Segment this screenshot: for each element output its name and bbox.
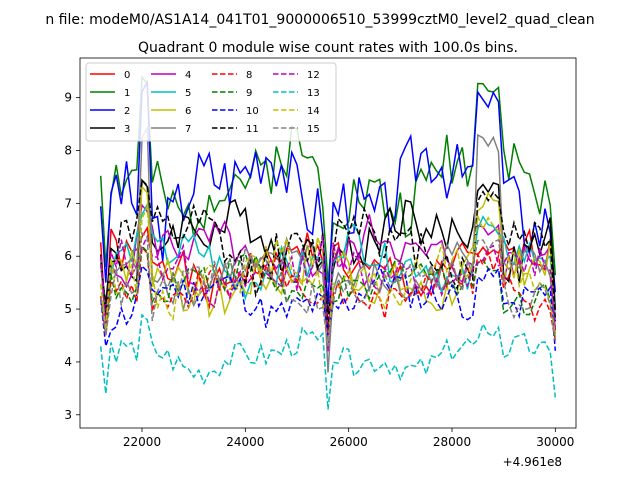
legend-label-7: 7 (185, 124, 191, 135)
legend-label-12: 12 (307, 70, 320, 81)
y-tick-label: 7 (64, 196, 72, 210)
x-tick-label: 26000 (330, 435, 368, 449)
y-axis: 3 4 5 6 7 8 9 (64, 91, 80, 422)
legend-label-13: 13 (307, 88, 320, 99)
legend-label-3: 3 (124, 124, 130, 135)
legend-label-2: 2 (124, 106, 130, 117)
series-line-12 (99, 234, 557, 352)
series-line-3 (99, 178, 557, 315)
suptitle: n file: modeM0/AS1A14_041T01_9000006510_… (45, 12, 594, 28)
x-axis: 22000 24000 26000 28000 30000 (123, 428, 574, 449)
y-tick-label: 9 (64, 91, 72, 105)
x-tick-label: 24000 (226, 435, 264, 449)
legend-label-10: 10 (246, 106, 259, 117)
legend-label-14: 14 (307, 106, 320, 117)
series-line-2 (99, 79, 557, 304)
series-line-1 (99, 74, 557, 283)
series-line-15 (99, 231, 557, 347)
series-line-11 (99, 178, 557, 331)
legend-label-4: 4 (185, 70, 191, 81)
legend-label-1: 1 (124, 88, 130, 99)
legend-label-5: 5 (185, 88, 191, 99)
legend-label-0: 0 (124, 70, 130, 81)
series-line-13 (99, 313, 557, 410)
y-tick-label: 5 (64, 302, 72, 316)
x-tick-label: 30000 (536, 435, 574, 449)
legend-label-9: 9 (246, 88, 252, 99)
y-tick-label: 3 (64, 408, 72, 422)
legend-label-11: 11 (246, 124, 259, 135)
x-offset-label: +4.961e8 (503, 455, 562, 469)
x-tick-label: 28000 (433, 435, 471, 449)
y-tick-label: 8 (64, 144, 72, 158)
chart-title: Quadrant 0 module wise count rates with … (138, 40, 518, 56)
series-line-9 (99, 244, 557, 336)
legend-label-8: 8 (246, 70, 252, 81)
x-tick-label: 22000 (123, 435, 161, 449)
y-tick-label: 4 (64, 355, 72, 369)
legend-label-6: 6 (185, 106, 191, 117)
axes-frame (79, 57, 577, 429)
y-tick-label: 6 (64, 249, 72, 263)
legend-box (85, 62, 337, 142)
series-layer (99, 74, 557, 410)
legend-label-15: 15 (307, 124, 320, 135)
